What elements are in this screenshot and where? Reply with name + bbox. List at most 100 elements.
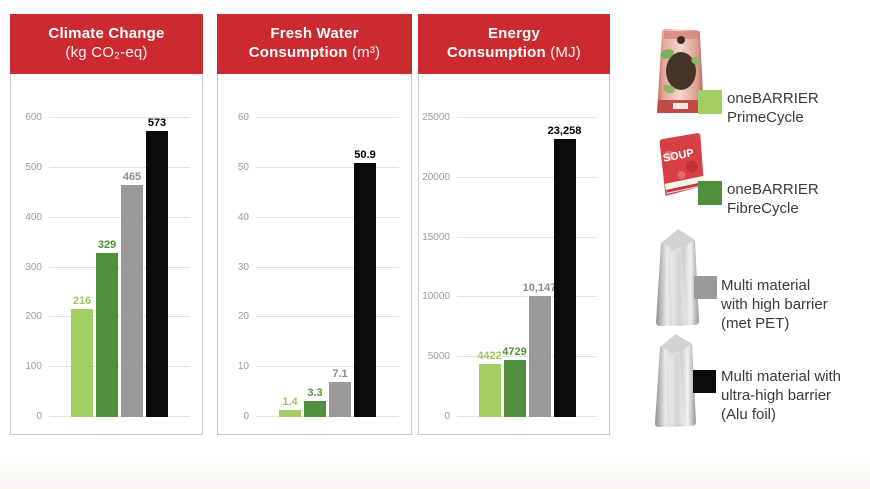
gridline xyxy=(457,356,597,358)
legend-label-line: PrimeCycle xyxy=(727,109,804,126)
legend-label-line: Multi material xyxy=(721,277,811,294)
bar-value-label: 1.4 xyxy=(282,396,298,409)
y-axis-tick-label: 500 xyxy=(25,161,42,173)
y-axis-tick-label: 30 xyxy=(237,261,249,273)
alu-foil-color-swatch xyxy=(693,370,716,393)
climate-change-chart-title: Climate Change (kg CO₂-eq) xyxy=(10,14,203,74)
y-axis-tick-label: 10000 xyxy=(422,291,450,303)
primecycle-package-image xyxy=(652,27,708,116)
gridline xyxy=(49,366,190,368)
fibrecycle-legend-label: oneBARRIER FibreCycle xyxy=(727,180,819,218)
legend-label-line: Multi material with xyxy=(721,368,842,385)
bar-onebarrier-primecycle: 216 xyxy=(71,295,93,417)
climate-change-chart-panel: Climate Change (kg CO₂-eq) 0 100 200 300 400… xyxy=(10,14,203,435)
bar-value-label: 3.3 xyxy=(307,386,323,399)
gridline xyxy=(49,416,190,417)
energy-chart-panel: Energy Consumption (MJ) 0 5000 10000 15000 2… xyxy=(418,14,610,435)
chart-unit-text: (m³) xyxy=(347,44,381,61)
energy-chart-title: Energy Consumption (MJ) xyxy=(418,14,610,74)
soup-package-text: SOUP xyxy=(662,147,695,165)
climate-change-plot: 0 100 200 300 400 500 600 216 329 465 573 xyxy=(11,75,202,434)
bar-group: 4422 4729 10,147 23,258 xyxy=(457,118,597,417)
gridline xyxy=(49,266,190,268)
plot-area: 0 100 200 300 400 500 600 216 329 465 573 xyxy=(25,112,190,422)
gridline xyxy=(457,117,597,118)
chart-title-text-line2: Consumption xyxy=(248,44,348,61)
legend-label-line: FibreCycle xyxy=(727,200,799,217)
alu-foil-package-image xyxy=(650,331,701,431)
y-axis-tick-label: 15000 xyxy=(422,231,450,243)
gridline xyxy=(457,416,597,417)
bar-value-label: 50.9 xyxy=(354,149,376,162)
y-axis-tick-label: 0 xyxy=(36,411,42,422)
y-axis-tick-label: 10 xyxy=(237,361,249,373)
y-axis-tick-label: 0 xyxy=(444,411,450,422)
legend-label-line: (Alu foil) xyxy=(721,406,777,423)
gridline xyxy=(49,166,190,168)
bar-value-label: 216 xyxy=(72,295,92,308)
gridline xyxy=(457,236,597,238)
y-axis-tick-label: 100 xyxy=(25,361,42,373)
chart-title-text: Fresh Water xyxy=(270,25,359,42)
fresh-water-chart-title: Fresh Water Consumption (m³) xyxy=(217,14,412,74)
gridline xyxy=(49,316,190,318)
y-axis-tick-label: 600 xyxy=(25,112,42,123)
chart-title-text: Climate Change xyxy=(48,25,165,42)
bar-onebarrier-fibrecycle: 329 xyxy=(96,239,118,417)
primecycle-legend-label: oneBARRIER PrimeCycle xyxy=(727,89,819,127)
alu-foil-legend-label: Multi material with ultra-high barrier (… xyxy=(721,367,841,424)
bar-value-label: 10,147 xyxy=(522,281,557,294)
gridline xyxy=(256,266,399,268)
y-axis-tick-label: 20000 xyxy=(422,171,450,183)
bar-value-label: 7.1 xyxy=(332,367,348,380)
y-axis-tick-label: 0 xyxy=(243,411,249,422)
y-axis-tick-label: 300 xyxy=(25,261,42,273)
met-pet-color-swatch xyxy=(694,276,717,299)
legend-label-line: oneBARRIER xyxy=(727,181,819,198)
bar-value-label: 329 xyxy=(97,239,117,252)
gridline xyxy=(256,316,399,318)
bar-value-label: 4729 xyxy=(502,346,527,359)
gridline xyxy=(457,176,597,178)
plot-area: 0 5000 10000 15000 20000 25000 4422 4729 10,147 2… xyxy=(422,112,597,422)
gridline xyxy=(49,216,190,218)
legend-label-line: oneBARRIER xyxy=(727,90,819,107)
bar-multi-material-with-high-barrier-met-pet: 7.1 xyxy=(329,368,351,417)
bar-multi-material-with-ultra-high-barrier-alu-foil: 23,258 xyxy=(548,125,581,417)
fresh-water-plot: 0 10 20 30 40 50 60 1.4 3.3 7.1 50.9 xyxy=(218,75,411,434)
fibrecycle-color-swatch xyxy=(698,181,722,205)
bar-multi-material-with-high-barrier-met-pet: 465 xyxy=(121,171,143,417)
legend-label-line: ultra-high barrier xyxy=(721,387,832,404)
bar-onebarrier-fibrecycle: 4729 xyxy=(502,346,527,417)
fresh-water-chart-panel: Fresh Water Consumption (m³) 0 10 20 30 40 50… xyxy=(217,14,412,435)
legend-label-line: with high barrier xyxy=(721,296,828,313)
legend-label-line: (met PET) xyxy=(721,315,790,332)
chart-unit-text: (kg CO₂-eq) xyxy=(65,44,148,61)
primecycle-color-swatch xyxy=(698,90,722,114)
chart-title-text-line2: Consumption xyxy=(446,44,546,61)
y-axis-tick-label: 50 xyxy=(237,161,249,173)
chart-unit-text: (MJ) xyxy=(545,44,581,61)
bar-onebarrier-primecycle: 1.4 xyxy=(279,396,301,417)
y-axis-tick-label: 40 xyxy=(237,211,249,223)
gridline xyxy=(256,416,399,417)
y-axis-tick-label: 5000 xyxy=(427,351,450,363)
met-pet-package-image xyxy=(651,226,704,330)
gridline xyxy=(256,166,399,168)
bar-multi-material-with-ultra-high-barrier-alu-foil: 573 xyxy=(146,117,168,417)
met-pet-legend-label: Multi material with high barrier (met PE… xyxy=(721,276,828,333)
bar-multi-material-with-high-barrier-met-pet: 10,147 xyxy=(523,282,556,417)
y-axis-tick-label: 25000 xyxy=(422,112,450,123)
bar-group: 216 329 465 573 xyxy=(49,117,190,417)
bar-value-label: 573 xyxy=(147,117,167,130)
y-axis-tick-label: 200 xyxy=(25,311,42,323)
bar-value-label: 23,258 xyxy=(547,124,582,137)
gridline xyxy=(256,366,399,368)
bar-onebarrier-fibrecycle: 3.3 xyxy=(304,387,326,417)
energy-plot: 0 5000 10000 15000 20000 25000 4422 4729 10,147 2… xyxy=(419,75,609,434)
chart-title-text: Energy xyxy=(487,25,541,42)
gridline xyxy=(49,117,190,118)
y-axis-tick-label: 20 xyxy=(237,311,249,323)
bar-value-label: 4422 xyxy=(477,350,502,363)
